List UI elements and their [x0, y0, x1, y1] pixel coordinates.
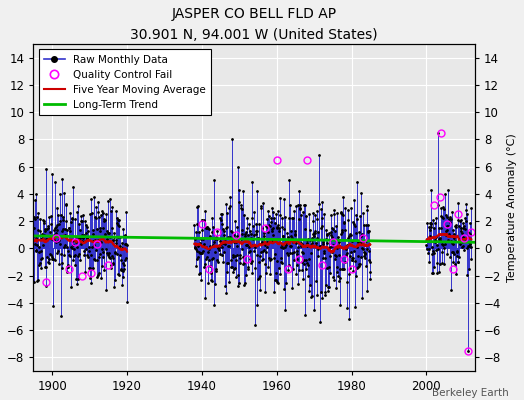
Text: Berkeley Earth: Berkeley Earth	[432, 388, 508, 398]
Title: JASPER CO BELL FLD AP
30.901 N, 94.001 W (United States): JASPER CO BELL FLD AP 30.901 N, 94.001 W…	[130, 7, 378, 42]
Legend: Raw Monthly Data, Quality Control Fail, Five Year Moving Average, Long-Term Tren: Raw Monthly Data, Quality Control Fail, …	[39, 49, 211, 115]
Y-axis label: Temperature Anomaly (°C): Temperature Anomaly (°C)	[507, 133, 517, 282]
